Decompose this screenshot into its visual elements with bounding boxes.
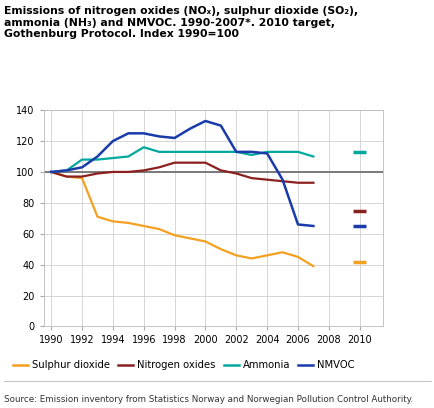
Legend: Sulphur dioxide, Nitrogen oxides, Ammonia, NMVOC: Sulphur dioxide, Nitrogen oxides, Ammoni… xyxy=(9,357,358,375)
Text: Source: Emission inventory from Statistics Norway and Norwegian Pollution Contro: Source: Emission inventory from Statisti… xyxy=(4,395,413,404)
Text: Emissions of nitrogen oxides (NOₓ), sulphur dioxide (SO₂),
ammonia (NH₃) and NMV: Emissions of nitrogen oxides (NOₓ), sulp… xyxy=(4,6,358,39)
